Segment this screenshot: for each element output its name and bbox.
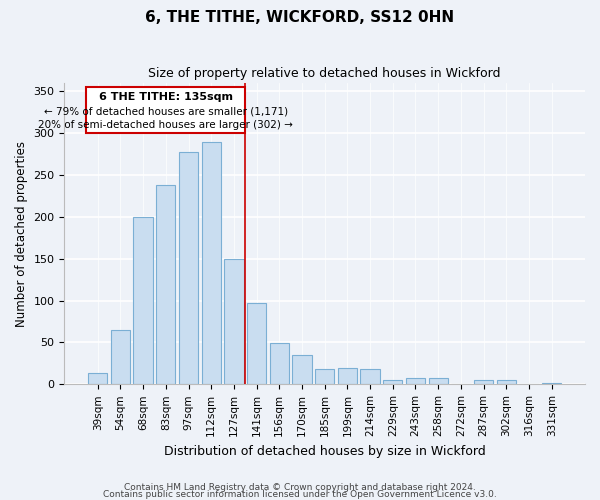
Text: 6, THE TITHE, WICKFORD, SS12 0HN: 6, THE TITHE, WICKFORD, SS12 0HN (145, 10, 455, 25)
Bar (156, 185, 175, 384)
Bar (361, 370, 380, 384)
Bar (428, 378, 448, 384)
Text: Contains public sector information licensed under the Open Government Licence v3: Contains public sector information licen… (103, 490, 497, 499)
Bar (292, 355, 311, 384)
Bar (247, 303, 266, 384)
Title: Size of property relative to detached houses in Wickford: Size of property relative to detached ho… (148, 68, 501, 80)
Bar (179, 152, 198, 384)
Bar (88, 374, 107, 384)
Bar (269, 344, 289, 384)
X-axis label: Distribution of detached houses by size in Wickford: Distribution of detached houses by size … (164, 444, 485, 458)
Y-axis label: Number of detached properties: Number of detached properties (15, 140, 28, 326)
Bar (497, 380, 516, 384)
Text: 20% of semi-detached houses are larger (302) →: 20% of semi-detached houses are larger (… (38, 120, 293, 130)
Text: 6 THE TITHE: 135sqm: 6 THE TITHE: 135sqm (99, 92, 233, 102)
Text: Contains HM Land Registry data © Crown copyright and database right 2024.: Contains HM Land Registry data © Crown c… (124, 484, 476, 492)
Bar (383, 380, 403, 384)
Text: ← 79% of detached houses are smaller (1,171): ← 79% of detached houses are smaller (1,… (44, 106, 288, 116)
FancyBboxPatch shape (86, 87, 245, 134)
Bar (202, 142, 221, 384)
Bar (133, 217, 153, 384)
Bar (111, 330, 130, 384)
Bar (224, 259, 244, 384)
Bar (474, 380, 493, 384)
Bar (315, 370, 334, 384)
Bar (338, 368, 357, 384)
Bar (406, 378, 425, 384)
